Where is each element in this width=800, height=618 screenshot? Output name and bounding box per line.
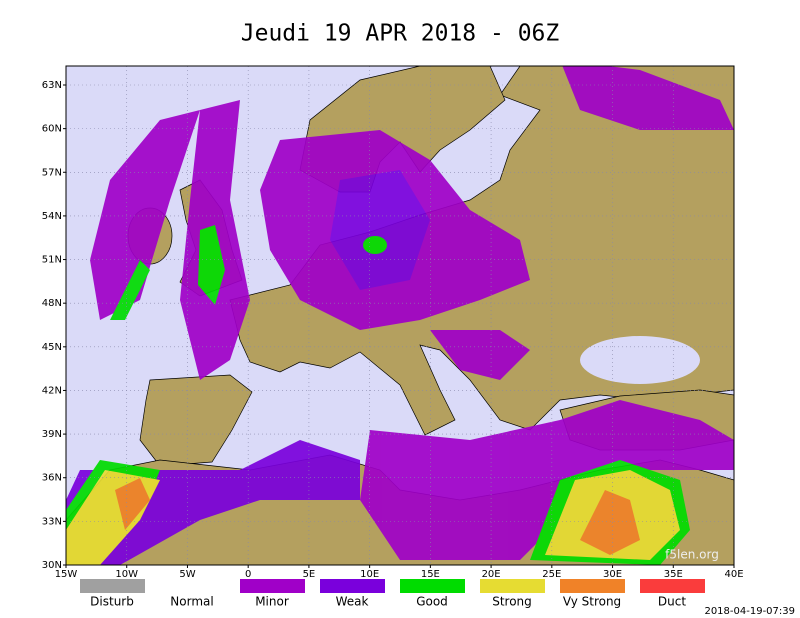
lat-label: 51N [42, 255, 62, 266]
lat-label: 36N [42, 473, 62, 484]
legend-label: Disturb [90, 595, 134, 609]
lon-label: 5W [179, 569, 195, 580]
lat-label: 60N [42, 124, 62, 135]
lat-label: 39N [42, 429, 62, 440]
lat-label: 63N [42, 80, 62, 91]
legend-label: Duct [658, 595, 686, 609]
legend-swatch [480, 579, 545, 593]
legend-label: Normal [170, 595, 213, 609]
legend-swatch [320, 579, 385, 593]
lat-label: 30N [42, 560, 62, 571]
lon-label: 15W [55, 569, 78, 580]
legend-swatch [400, 579, 465, 593]
lat-label: 54N [42, 211, 62, 222]
lat-label: 45N [42, 342, 62, 353]
legend-label: Weak [336, 595, 369, 609]
lon-label: 35E [664, 569, 683, 580]
legend-label: Strong [492, 595, 532, 609]
lat-label: 48N [42, 298, 62, 309]
lon-label: 10W [115, 569, 138, 580]
lon-label: 0 [245, 569, 251, 580]
iberia [139, 374, 253, 467]
lon-label: 20E [482, 569, 501, 580]
legend-swatch [560, 579, 625, 593]
legend-swatch [240, 579, 305, 593]
lon-label: 40E [724, 569, 743, 580]
lon-label: 25E [542, 569, 561, 580]
map-title: Jeudi 19 APR 2018 - 06Z [241, 21, 560, 47]
map-frame [65, 65, 735, 566]
lat-label: 42N [42, 385, 62, 396]
watermark: f5len.org [665, 548, 719, 562]
legend-label: Minor [255, 595, 289, 609]
lon-label: 30E [603, 569, 622, 580]
timestamp: 2018-04-19-07:39 [704, 606, 795, 617]
black-sea [580, 336, 700, 384]
map [63, 65, 735, 568]
legend-label: Good [416, 595, 448, 609]
legend-label: Vy Strong [563, 595, 621, 609]
legend-swatch [640, 579, 705, 593]
lon-label: 5E [303, 569, 316, 580]
lat-label: 33N [42, 516, 62, 527]
lat-label: 57N [42, 167, 62, 178]
lon-label: 10E [360, 569, 379, 580]
legend-swatch [80, 579, 145, 593]
lon-label: 15E [421, 569, 440, 580]
